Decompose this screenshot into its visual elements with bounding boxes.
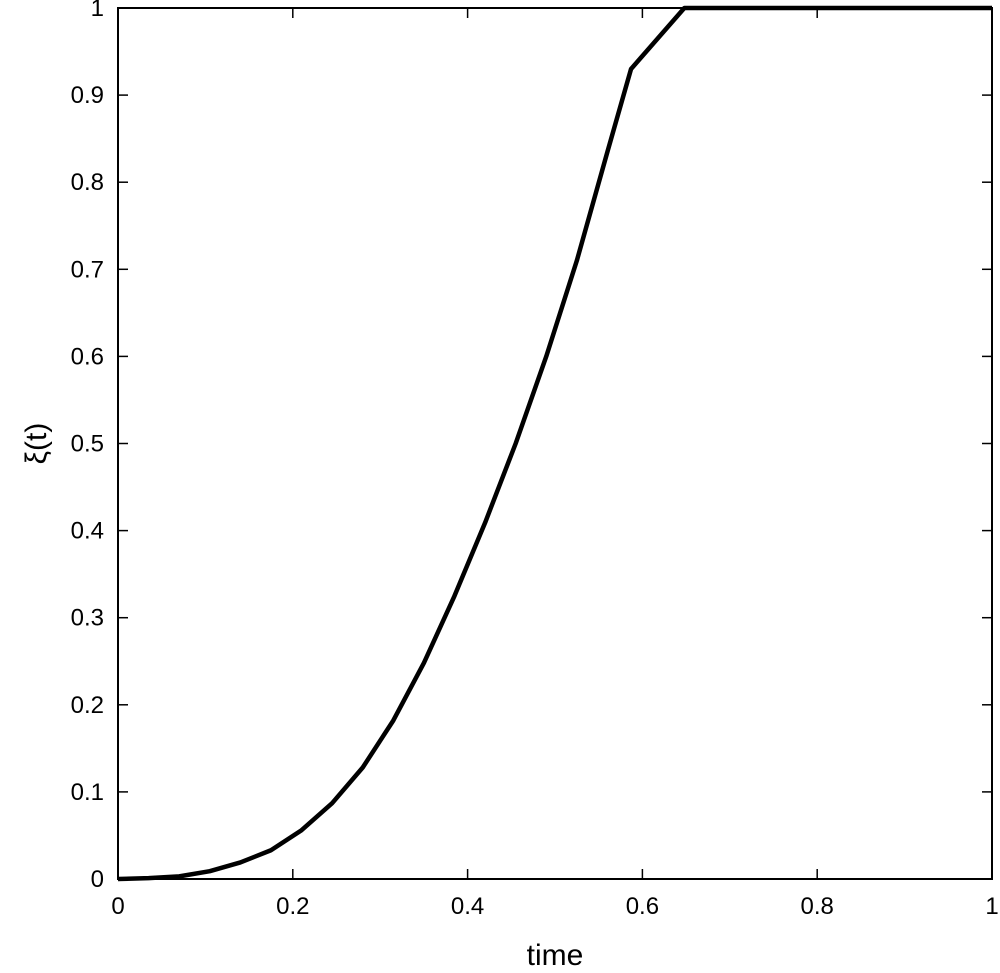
y-tick-label: 0.9 [71,82,104,109]
plot-frame [117,7,993,880]
x-tick-label: 0.6 [626,893,659,920]
x-tick-label: 0 [111,893,124,920]
y-tick-label: 0.8 [71,169,104,196]
series-line [117,5,992,882]
y-tick-label: 0.4 [71,518,104,545]
y-tick-label: 0.2 [71,692,104,719]
y-axis-title: ξ(t) [20,423,53,465]
x-tick-label: 0.2 [276,893,309,920]
series-layer [117,5,992,882]
y-tick-label: 0.5 [71,431,104,458]
x-tick-label: 0.8 [801,893,834,920]
y-tick-label: 1 [91,0,104,22]
y-tick-label: 0.1 [71,779,104,806]
y-tick-label: 0.6 [71,343,104,370]
tick-labels-layer: 0 0.2 0.4 0.6 0.8 1 0 0.1 0.2 0.3 0.4 0.5 0.6 0.7 0.8 0… [71,0,999,920]
y-tick-label: 0.7 [71,256,104,283]
ticks-layer [117,7,993,880]
x-tick-label: 0.4 [451,893,484,920]
y-tick-label: 0.3 [71,605,104,632]
x-axis-title: time [527,939,584,972]
x-tick-label: 1 [985,893,998,920]
y-tick-label: 0 [91,866,104,893]
